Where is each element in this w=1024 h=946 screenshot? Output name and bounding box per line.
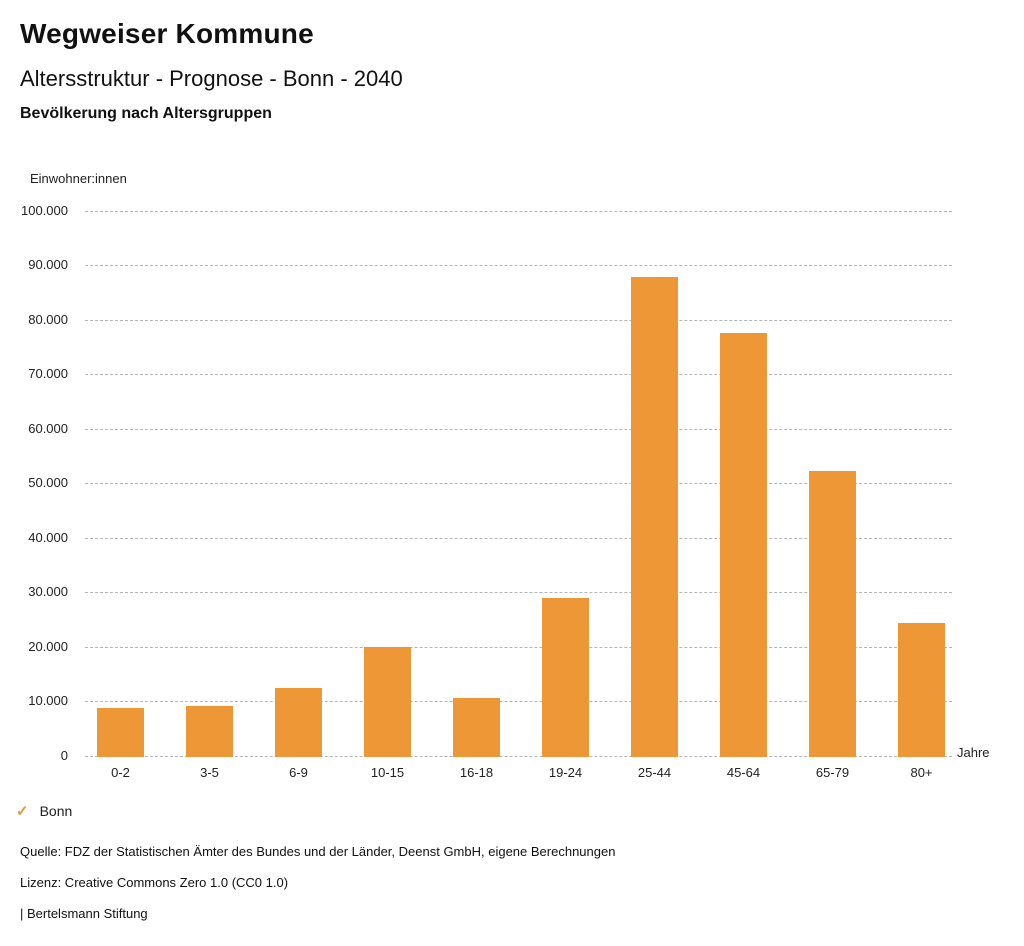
bar-3-5[interactable] [186, 706, 233, 758]
x-tick-label: 6-9 [289, 765, 308, 780]
y-gridline [85, 265, 952, 267]
x-tick-label: 45-64 [726, 765, 761, 780]
y-gridline [85, 592, 952, 594]
y-tick-label: 70.000 [28, 366, 68, 382]
y-gridline [85, 374, 952, 376]
x-tick-label: 3-5 [200, 765, 219, 780]
bar-80+[interactable] [898, 623, 945, 758]
footer-source: Quelle: FDZ der Statistischen Ämter des … [20, 844, 616, 859]
bar-19-24[interactable] [542, 598, 589, 758]
y-tick-label: 90.000 [28, 257, 68, 273]
page-subtitle: Altersstruktur - Prognose - Bonn - 2040 [20, 66, 403, 91]
bar-45-64[interactable] [720, 332, 767, 758]
bar-65-79[interactable] [809, 470, 856, 758]
y-tick-label: 20.000 [28, 638, 68, 654]
x-tick-label: 10-15 [370, 765, 405, 780]
x-axis-unit-label: Jahre [957, 745, 990, 760]
x-tick-label: 80+ [910, 765, 933, 780]
footer-publisher: | Bertelsmann Stiftung [20, 906, 148, 921]
x-tick-label: 0-2 [111, 765, 130, 780]
y-tick-label: 40.000 [28, 529, 68, 545]
bar-10-15[interactable] [364, 647, 411, 758]
y-gridline [85, 211, 952, 212]
x-tick-label: 16-18 [459, 765, 494, 780]
x-tick-label: 65-79 [815, 765, 850, 780]
y-tick-label: 10.000 [28, 693, 68, 709]
y-gridline [85, 319, 952, 321]
bar-25-44[interactable] [631, 276, 678, 758]
y-tick-label: 30.000 [28, 584, 68, 600]
check-icon: ✓ [16, 802, 29, 820]
bar-0-2[interactable] [97, 707, 144, 758]
y-tick-label: 80.000 [28, 311, 68, 327]
y-tick-label: 50.000 [28, 475, 68, 491]
y-tick-label: 0 [60, 747, 68, 763]
y-gridline [85, 483, 952, 485]
y-gridline [85, 537, 952, 539]
footer-license: Lizenz: Creative Commons Zero 1.0 (CC0 1… [20, 875, 289, 890]
legend-item-bonn[interactable]: ✓ Bonn [16, 803, 72, 819]
chart-heading: Bevölkerung nach Altersgruppen [20, 105, 272, 122]
x-tick-label: 25-44 [637, 765, 672, 780]
y-axis-label: Einwohner:innen [30, 171, 127, 186]
y-tick-label: 100.000 [21, 203, 68, 218]
y-gridline [85, 701, 952, 703]
x-tick-label: 19-24 [548, 765, 583, 780]
page-title: Wegweiser Kommune [20, 18, 314, 49]
legend-label: Bonn [39, 803, 73, 819]
bar-16-18[interactable] [453, 698, 500, 758]
y-gridline [85, 428, 952, 430]
y-gridline [85, 755, 952, 757]
y-gridline [85, 646, 952, 648]
bar-6-9[interactable] [275, 687, 322, 758]
y-tick-label: 60.000 [28, 420, 68, 436]
